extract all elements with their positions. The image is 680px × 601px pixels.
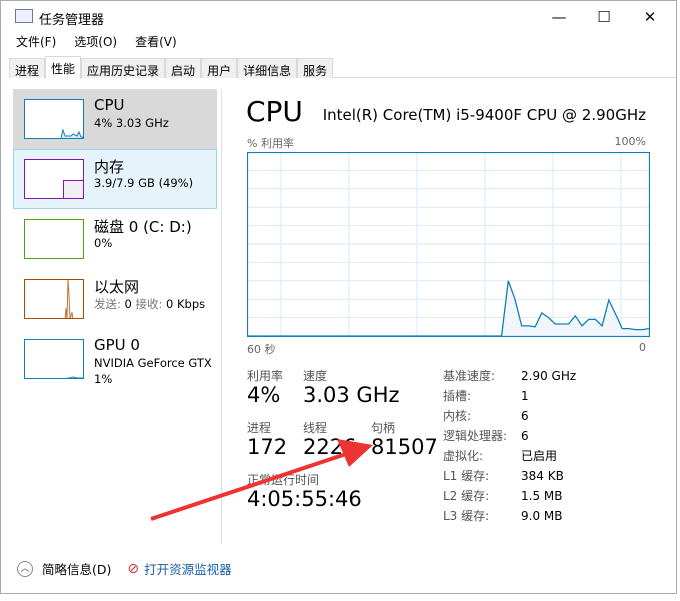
- spec-key: L3 缓存:: [443, 509, 490, 523]
- spec-value: 6: [521, 429, 529, 443]
- sidebar-item-gpu[interactable]: GPU 0 NVIDIA GeForce GTX 1%: [13, 329, 217, 389]
- speed-label: 速度: [303, 369, 328, 383]
- spec-row: L3 缓存: 9.0 MB: [443, 507, 562, 524]
- menu-options[interactable]: 选项(O): [74, 35, 118, 49]
- sidebar-cpu-sub: 4% 3.03 GHz: [94, 116, 169, 130]
- footer: ︿ 简略信息(D) ⊘ 打开资源监视器: [17, 559, 232, 578]
- spec-row: 基准速度: 2.90 GHz: [443, 367, 576, 384]
- task-manager-icon: [15, 9, 33, 23]
- cpu-thumbnail-graph: [24, 99, 84, 139]
- sidebar-gpu-sub2: 1%: [94, 372, 113, 386]
- tab-bar: 进程 性能 应用历史记录 启动 用户 详细信息 服务: [9, 56, 676, 79]
- sidebar-gpu-name: GPU 0: [94, 336, 140, 354]
- spec-row: L1 缓存: 384 KB: [443, 467, 564, 484]
- open-resource-monitor-link[interactable]: 打开资源监视器: [144, 562, 232, 577]
- tab-app-history[interactable]: 应用历史记录: [81, 58, 166, 78]
- spec-value: 384 KB: [521, 469, 564, 483]
- tab-startup[interactable]: 启动: [165, 58, 202, 78]
- spec-row: 插槽: 1: [443, 387, 529, 404]
- tab-performance[interactable]: 性能: [45, 56, 82, 79]
- spec-key: 虚拟化:: [443, 449, 484, 463]
- spec-key: 基准速度:: [443, 369, 496, 383]
- spec-value: 2.90 GHz: [521, 369, 577, 383]
- spec-row: 内核: 6: [443, 407, 529, 424]
- uptime-value: 4:05:55:46: [247, 487, 362, 511]
- cpu-area: [247, 280, 649, 336]
- spec-key: 逻辑处理器:: [443, 429, 508, 443]
- utilization-label: 利用率: [247, 369, 284, 383]
- gpu-thumbnail-graph: [24, 339, 84, 379]
- sidebar-item-disk[interactable]: 磁盘 0 (C: D:) 0%: [13, 209, 217, 269]
- sidebar-ethernet-sub: 发送: 0 接收: 0 Kbps: [94, 296, 205, 312]
- spec-value: 9.0 MB: [521, 509, 563, 523]
- recv-label: 接收:: [135, 297, 163, 311]
- disk-thumbnail-graph: [24, 219, 84, 259]
- tab-users[interactable]: 用户: [201, 58, 238, 78]
- handles-label: 句柄: [371, 421, 396, 435]
- sidebar-ethernet-name: 以太网: [94, 278, 140, 296]
- resource-monitor-icon: ⊘: [127, 560, 140, 577]
- menu-view[interactable]: 查看(V): [135, 35, 177, 49]
- graph-x-right: 0: [639, 341, 646, 354]
- handles-value: 81507: [371, 435, 438, 459]
- panel-divider[interactable]: [221, 89, 222, 544]
- sidebar-disk-name: 磁盘 0 (C: D:): [94, 218, 192, 236]
- spec-row: 虚拟化: 已启用: [443, 447, 557, 464]
- spec-key: L2 缓存:: [443, 489, 490, 503]
- graph-y-label: % 利用率: [247, 137, 294, 150]
- sidebar-gpu-sub: NVIDIA GeForce GTX: [94, 356, 212, 370]
- spec-row: 逻辑处理器: 6: [443, 427, 529, 444]
- processes-value: 172: [247, 435, 288, 459]
- graph-border: [247, 152, 650, 337]
- sidebar-cpu-name: CPU: [94, 96, 125, 114]
- graph-y-max: 100%: [614, 135, 646, 148]
- spec-value: 已启用: [521, 449, 558, 463]
- sidebar-memory-sub: 3.9/7.9 GB (49%): [94, 176, 194, 190]
- sidebar-disk-sub: 0%: [94, 236, 113, 250]
- spec-value: 6: [521, 409, 529, 423]
- menu-file[interactable]: 文件(F): [16, 35, 57, 49]
- resource-sidebar: CPU 4% 3.03 GHz 内存 3.9/7.9 GB (49%) 磁盘 0…: [13, 89, 217, 389]
- uptime-label: 正常运行时间: [247, 473, 320, 487]
- window-title: 任务管理器: [39, 13, 105, 28]
- threads-label: 线程: [303, 421, 328, 435]
- graph-x-left: 60 秒: [247, 343, 276, 356]
- speed-value: 3.03 GHz: [303, 383, 400, 407]
- send-value: 0: [124, 297, 132, 311]
- sidebar-item-cpu[interactable]: CPU 4% 3.03 GHz: [13, 89, 217, 149]
- minimize-button[interactable]: —: [551, 8, 567, 26]
- tab-processes[interactable]: 进程: [9, 58, 46, 78]
- memory-thumbnail-graph: [24, 159, 84, 199]
- spec-key: L1 缓存:: [443, 469, 490, 483]
- tab-services[interactable]: 服务: [297, 58, 334, 78]
- ethernet-thumbnail-graph: [24, 279, 84, 319]
- processes-label: 进程: [247, 421, 272, 435]
- spec-value: 1.5 MB: [521, 489, 563, 503]
- send-label: 发送:: [94, 297, 121, 311]
- sidebar-memory-name: 内存: [94, 158, 125, 176]
- title-bar: 任务管理器 — ☐ ✕: [1, 1, 676, 31]
- maximize-button[interactable]: ☐: [597, 8, 611, 26]
- spec-row: L2 缓存: 1.5 MB: [443, 487, 562, 504]
- utilization-value: 4%: [247, 383, 281, 407]
- sidebar-item-memory[interactable]: 内存 3.9/7.9 GB (49%): [13, 149, 217, 209]
- spec-key: 插槽:: [443, 389, 472, 403]
- close-button[interactable]: ✕: [643, 8, 657, 26]
- menu-bar: 文件(F) 选项(O) 查看(V): [7, 33, 186, 50]
- cpu-utilization-graph: [247, 152, 650, 337]
- brief-info-link[interactable]: 简略信息(D): [42, 562, 112, 577]
- tab-details[interactable]: 详细信息: [237, 58, 298, 78]
- spec-value: 1: [521, 389, 529, 403]
- recv-value: 0 Kbps: [166, 297, 206, 311]
- sidebar-item-ethernet[interactable]: 以太网 发送: 0 接收: 0 Kbps: [13, 269, 217, 329]
- page-title: CPU: [246, 95, 303, 128]
- chevron-up-icon[interactable]: ︿: [17, 560, 33, 577]
- spec-key: 内核:: [443, 409, 472, 423]
- cpu-model: Intel(R) Core(TM) i5-9400F CPU @ 2.90GHz: [322, 106, 646, 124]
